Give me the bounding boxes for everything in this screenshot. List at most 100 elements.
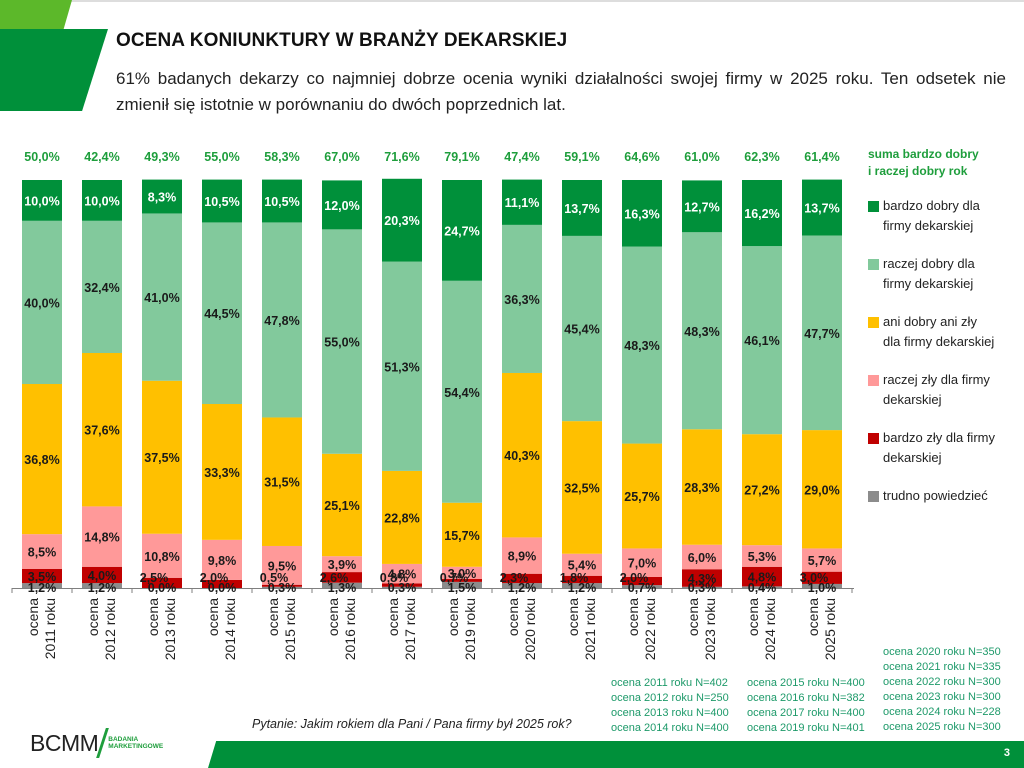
bar-segment bbox=[802, 179, 842, 236]
x-axis-label: ocena 2023 roku bbox=[685, 598, 718, 660]
bar-segment bbox=[82, 352, 122, 507]
page-subtitle: 61% badanych dekarzy co najmniej dobrze … bbox=[116, 69, 1006, 114]
bar-segment bbox=[322, 229, 362, 454]
sample-size-note: ocena 2011 roku N=402 bbox=[611, 677, 728, 689]
data-label: 46,1% bbox=[744, 334, 779, 348]
totals-legend-line: i raczej dobry rok bbox=[868, 164, 968, 178]
x-axis-label-line: ocena bbox=[445, 598, 461, 636]
bar-segment bbox=[142, 533, 182, 578]
data-label: 6,0% bbox=[688, 551, 717, 565]
total-label: 55,0% bbox=[204, 150, 239, 164]
bar-segment bbox=[322, 582, 362, 588]
x-axis-label-line: 2023 roku bbox=[702, 598, 718, 660]
data-label: 2,6% bbox=[320, 571, 349, 585]
bar-segment bbox=[442, 579, 482, 582]
bar-segment bbox=[382, 583, 422, 587]
legend-item-label: ani dobry ani zły bbox=[883, 314, 977, 329]
data-label: 33,3% bbox=[204, 466, 239, 480]
x-axis-label-line: ocena bbox=[145, 598, 161, 636]
legend-item: ani dobry ani zły dla firmy dekarskiej bbox=[868, 312, 1024, 370]
bar-segment bbox=[682, 544, 722, 570]
totals-legend-line: suma bardzo dobry bbox=[868, 147, 979, 161]
data-label: 12,0% bbox=[324, 199, 359, 213]
bar-segment bbox=[502, 537, 542, 574]
bar-segment bbox=[502, 372, 542, 538]
data-label: 32,5% bbox=[564, 481, 599, 495]
data-label: 0,3% bbox=[268, 581, 297, 595]
bar-segment bbox=[22, 180, 62, 221]
x-axis-label-line: 2014 roku bbox=[222, 598, 238, 660]
bar-segment bbox=[322, 453, 362, 557]
data-label: 13,7% bbox=[804, 202, 839, 216]
logo-subtitle: BADANIA MARKETINGOWE bbox=[108, 736, 163, 750]
bar-segment bbox=[82, 220, 122, 353]
bar-segment bbox=[742, 586, 782, 588]
data-label: 44,5% bbox=[204, 307, 239, 321]
top-border-line bbox=[0, 0, 1024, 2]
data-label: 9,5% bbox=[268, 559, 297, 573]
bar-segment bbox=[202, 222, 242, 404]
bar-segment bbox=[682, 569, 722, 587]
bar-segment bbox=[142, 577, 182, 588]
bar-segment bbox=[742, 246, 782, 435]
legend-swatch-icon bbox=[868, 433, 879, 444]
x-axis-label-line: 2012 roku bbox=[102, 598, 118, 660]
data-label: 37,5% bbox=[144, 451, 179, 465]
bar-segment bbox=[742, 566, 782, 587]
bar-segment bbox=[802, 571, 842, 584]
page-title: OCENA KONIUNKTURY W BRANŻY DEKARSKIEJ bbox=[116, 30, 568, 51]
data-label: 37,6% bbox=[84, 424, 119, 438]
data-label: 10,0% bbox=[24, 194, 59, 208]
data-label: 0,3% bbox=[688, 581, 717, 595]
stacked-bar-chart: ocena 2011 roku ocena 2012 roku ocena 2013 ro… bbox=[11, 150, 854, 660]
totals-legend-label: suma bardzo dobry i raczej dobry rok bbox=[868, 146, 1018, 180]
data-label: 4,8% bbox=[388, 568, 417, 582]
data-label: 10,5% bbox=[264, 195, 299, 209]
x-axis-label: ocena 2021 roku bbox=[565, 598, 598, 660]
bar-segment bbox=[382, 261, 422, 471]
legend-item-label: firmy dekarskiej bbox=[883, 218, 974, 233]
bar-segment bbox=[262, 179, 302, 223]
bar-segment bbox=[262, 545, 302, 585]
bar-segment bbox=[802, 430, 842, 549]
x-axis-label-line: 2022 roku bbox=[642, 598, 658, 660]
x-axis-label: ocena 2025 roku bbox=[805, 598, 838, 660]
bar-segment bbox=[262, 417, 302, 546]
data-label: 0,7% bbox=[628, 581, 657, 595]
data-label: 14,8% bbox=[84, 531, 119, 545]
sample-sizes-col1: ocena 2011 roku N=402 ocena 2012 roku N=2… bbox=[611, 676, 729, 736]
total-label: 49,3% bbox=[144, 150, 179, 164]
bar-segment bbox=[502, 224, 542, 373]
bcmm-logo: BCMM BADANIA MARKETINGOWE bbox=[30, 728, 163, 758]
x-axis-label-line: ocena bbox=[265, 598, 281, 636]
x-axis-label-line: 2021 roku bbox=[582, 598, 598, 660]
data-label: 47,8% bbox=[264, 314, 299, 328]
bar-segment bbox=[142, 179, 182, 214]
legend-item: trudno powiedzieć bbox=[868, 486, 1024, 510]
data-label: 8,3% bbox=[148, 191, 177, 205]
bar-segment bbox=[742, 545, 782, 567]
bar-segment bbox=[262, 584, 302, 587]
bar-segment bbox=[562, 583, 602, 588]
data-label: 36,3% bbox=[504, 293, 539, 307]
bar-segment bbox=[562, 421, 602, 554]
data-label: 10,8% bbox=[144, 550, 179, 564]
data-label: 47,7% bbox=[804, 327, 839, 341]
sample-size-note: ocena 2021 roku N=335 bbox=[883, 661, 1001, 673]
data-label: 9,8% bbox=[208, 554, 237, 568]
x-axis-label: ocena 2012 roku bbox=[85, 598, 118, 660]
sample-sizes-col2: ocena 2015 roku N=400 ocena 2016 roku N=3… bbox=[747, 676, 865, 736]
bar-segment bbox=[622, 180, 662, 247]
data-label: 2,0% bbox=[200, 571, 229, 585]
bar-segment bbox=[322, 556, 362, 573]
x-axis-label-line: ocena bbox=[325, 598, 341, 636]
bar-segment bbox=[502, 583, 542, 588]
sample-size-note: ocena 2024 roku N=228 bbox=[883, 706, 1001, 718]
bar-segment bbox=[322, 180, 362, 230]
data-label: 22,8% bbox=[384, 511, 419, 525]
legend-item-label: bardzo zły dla firmy bbox=[883, 430, 995, 445]
page-number: 3 bbox=[1003, 747, 1010, 759]
data-label: 25,1% bbox=[324, 499, 359, 513]
x-axis-label: ocena 2020 roku bbox=[505, 598, 538, 660]
data-label: 41,0% bbox=[144, 291, 179, 305]
